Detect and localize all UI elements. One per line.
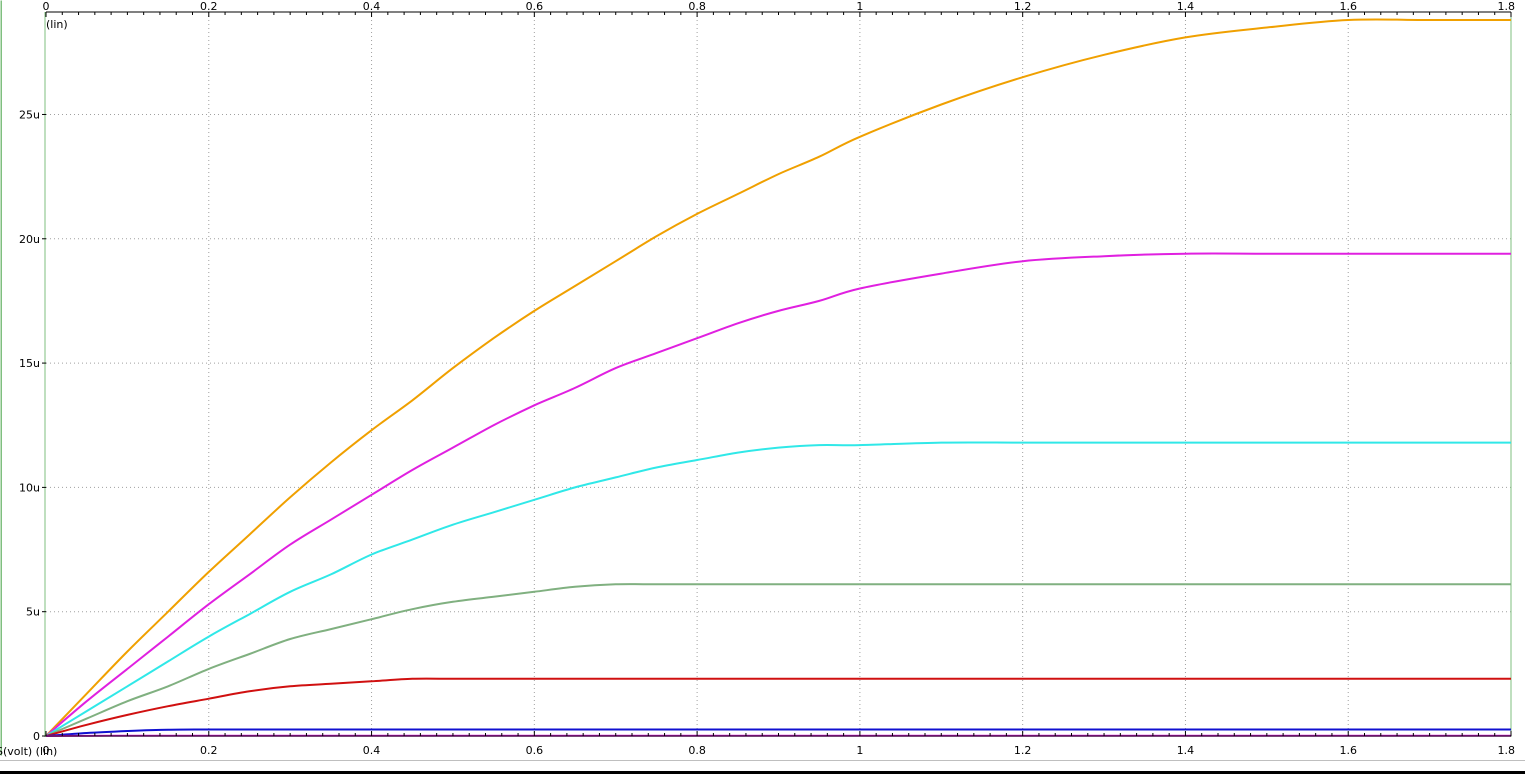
x-tick-label: 0.4: [363, 0, 381, 13]
series-line-2[interactable]: [45, 252, 1511, 737]
y-tick-label: 5u: [26, 606, 40, 619]
grid: [46, 12, 1511, 736]
x-tick-label: 1.8: [1498, 0, 1516, 13]
series-line-5[interactable]: [45, 677, 1511, 737]
x-tick-label: 0.8: [688, 744, 706, 757]
x-tick-label: 1: [856, 744, 863, 757]
x-tick-label: 1.2: [1014, 744, 1032, 757]
x-tick-label: 1.6: [1339, 744, 1357, 757]
x-tick-label: 0.8: [688, 0, 706, 13]
x-tick-label: 0.6: [526, 744, 544, 757]
x-tick-label: 1.6: [1339, 0, 1357, 13]
x-tick-label: 1.4: [1177, 744, 1195, 757]
bottom-pane: [0, 760, 1525, 772]
x-tick-label: 1.2: [1014, 0, 1032, 13]
y-tick-label: 15u: [19, 357, 40, 370]
series-line-6[interactable]: [45, 728, 1511, 737]
x-axis-caption: S(volt) (lin): [0, 745, 57, 758]
x-tick-label: 1.8: [1498, 744, 1516, 757]
x-tick-label: 0.2: [200, 744, 218, 757]
x-axis-top: 0 0.2 0.4 0.6 0.8 1 1.2 1.4 1.6 1.8: [43, 0, 1516, 17]
bottom-border: [0, 771, 1525, 774]
x-tick-label: 0: [43, 0, 50, 13]
series-line-1[interactable]: [45, 18, 1511, 737]
y-scale-label: (lin): [46, 18, 68, 31]
y-tick-label: 20u: [19, 233, 40, 246]
series-group[interactable]: [45, 18, 1511, 737]
x-tick-label: 0.6: [526, 0, 544, 13]
x-axis-bottom: 0 0.2 0.4 0.6 0.8 1 1.2 1.4 1.6 1.8: [43, 731, 1516, 757]
y-tick-label: 10u: [19, 481, 40, 494]
series-line-4[interactable]: [45, 583, 1511, 737]
x-tick-label: 0.2: [200, 0, 218, 13]
x-tick-label: 0.4: [363, 744, 381, 757]
y-axis: 0 5u 10u 15u 20u 25u: [19, 108, 46, 743]
y-tick-label: 0: [33, 730, 40, 743]
plot-frame: [0, 0, 2, 756]
x-tick-label: 1.4: [1177, 0, 1195, 13]
y-tick-label: 25u: [19, 108, 40, 121]
x-tick-label: 0: [43, 744, 50, 757]
x-tick-label: 1: [856, 0, 863, 13]
series-line-3[interactable]: [45, 441, 1511, 737]
